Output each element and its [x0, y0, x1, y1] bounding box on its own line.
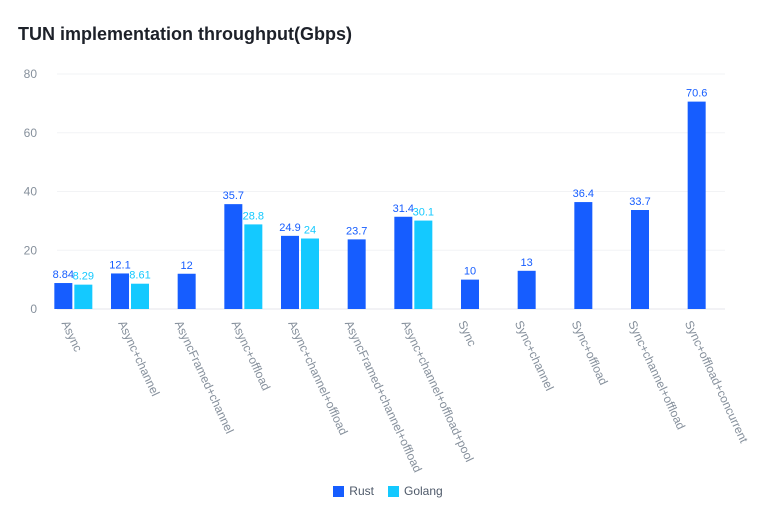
data-label-golang-4: 24 [304, 225, 316, 237]
bar-rust-3[interactable] [224, 204, 243, 309]
bars [54, 101, 706, 310]
x-tick-label: Async+channel+offload [285, 318, 350, 437]
bar-rust-11[interactable] [687, 101, 706, 309]
legend: Rust Golang [0, 484, 776, 500]
bar-rust-6[interactable] [394, 216, 413, 309]
bar-golang-3[interactable] [244, 224, 263, 309]
data-label-rust-0: 8.84 [53, 269, 74, 281]
bar-rust-7[interactable] [461, 279, 479, 309]
data-label-rust-10: 33.7 [629, 196, 650, 208]
y-tick-label: 40 [24, 185, 38, 199]
bar-rust-10[interactable] [631, 210, 649, 309]
data-label-rust-8: 13 [521, 257, 533, 269]
bar-rust-2[interactable] [177, 273, 196, 309]
legend-item-rust[interactable]: Rust [333, 484, 374, 498]
data-label-rust-11: 70.6 [686, 88, 707, 100]
legend-label: Rust [349, 484, 374, 498]
data-label-rust-1: 12.1 [109, 259, 130, 271]
x-tick-label: Sync+offload [569, 318, 611, 387]
bar-golang-0[interactable] [74, 284, 93, 309]
data-label-rust-9: 36.4 [573, 188, 594, 200]
x-tick-label: Async+channel [115, 318, 162, 398]
data-label-rust-3: 35.7 [223, 190, 244, 202]
x-tick-label: Sync+channel+offload [625, 318, 688, 431]
bar-rust-9[interactable] [574, 202, 593, 309]
data-label-rust-5: 23.7 [346, 225, 367, 237]
x-tick-label: AsyncFramed+channel [172, 318, 237, 435]
bar-rust-5[interactable] [347, 239, 366, 309]
data-label-rust-4: 24.9 [279, 222, 300, 234]
y-tick-label: 60 [24, 126, 38, 140]
x-tick-label: Sync [455, 318, 479, 348]
bar-golang-6[interactable] [414, 220, 433, 309]
y-axis-ticks: 0 20 40 60 80 [24, 67, 38, 316]
y-tick-label: 80 [24, 67, 38, 81]
data-label-rust-2: 12 [181, 260, 193, 272]
legend-swatch [333, 485, 345, 497]
bar-rust-0[interactable] [54, 283, 73, 309]
data-label-rust-7: 10 [464, 266, 476, 278]
bar-golang-1[interactable] [131, 283, 149, 309]
x-tick-label: Async+offload [229, 318, 274, 392]
x-tick-label: Async [59, 318, 86, 354]
bar-rust-1[interactable] [111, 273, 129, 309]
bar-rust-8[interactable] [517, 270, 536, 309]
x-axis-ticks: Async Async+channel AsyncFramed+channelAsy… [59, 318, 752, 474]
legend-swatch [387, 485, 399, 497]
bar-golang-4[interactable] [301, 238, 319, 310]
y-tick-label: 0 [30, 302, 37, 316]
grid-lines [57, 73, 725, 310]
data-label-golang-1: 8.61 [129, 270, 150, 282]
y-tick-label: 20 [24, 243, 38, 257]
data-labels: 8.848.29 12.18.61 12 35.7 28.8 24.9 24 23.7 31.4… [53, 88, 708, 283]
data-label-golang-3: 28.8 [243, 210, 264, 222]
bar-rust-4[interactable] [281, 235, 299, 309]
data-label-rust-6: 31.4 [393, 203, 414, 215]
chart-title: TUN implementation throughput(Gbps) [18, 24, 352, 44]
data-label-golang-6: 30.1 [413, 207, 434, 219]
legend-label: Golang [403, 484, 443, 498]
x-tick-label: Sync+offload+concurrent [682, 318, 751, 445]
x-tick-label: Sync+channel [512, 318, 557, 393]
legend-item-golang[interactable]: Golang [387, 484, 443, 498]
data-label-golang-0: 8.29 [73, 271, 94, 283]
